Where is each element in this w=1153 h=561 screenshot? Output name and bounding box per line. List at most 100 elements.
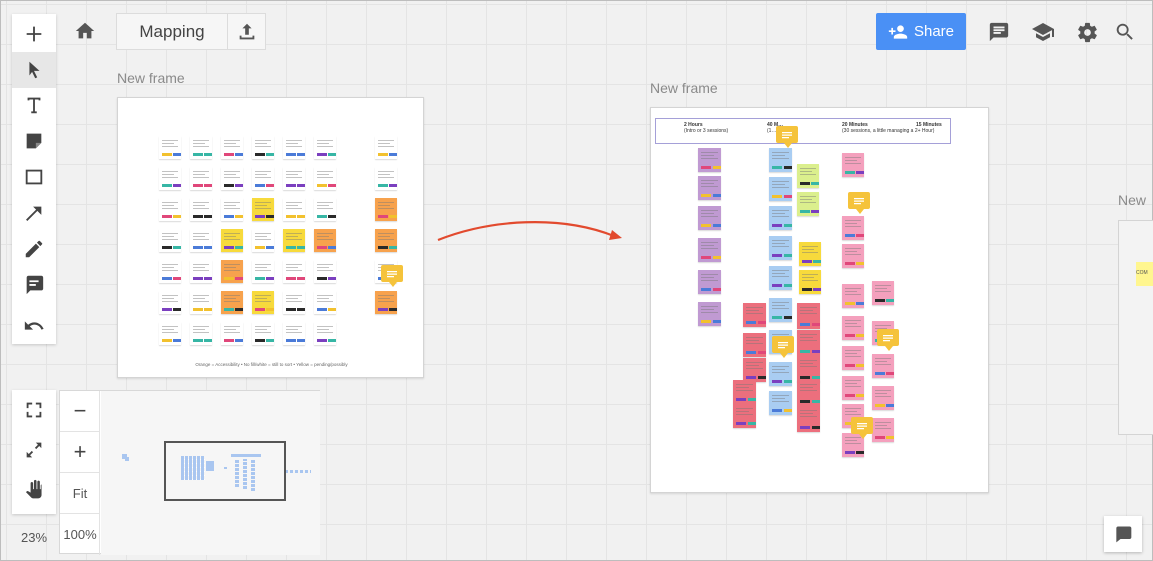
pan-tool[interactable] [12,470,56,510]
sticky-note[interactable] [314,198,336,221]
sticky-note[interactable] [283,291,305,314]
sticky-note[interactable] [842,433,864,457]
sticky-note[interactable] [314,260,336,283]
sticky-note[interactable] [221,291,243,314]
sticky-note[interactable] [221,136,243,159]
sticky-note[interactable] [797,164,819,188]
minimap-viewport[interactable] [164,441,286,501]
zoom-out-button[interactable]: − [60,391,100,432]
sticky-note[interactable] [797,356,820,382]
comment-badge[interactable] [877,329,899,351]
settings-button[interactable] [1074,19,1100,45]
sticky-note[interactable] [190,322,212,345]
minimap[interactable] [101,391,320,555]
search-button[interactable] [1112,19,1138,45]
sticky-note[interactable] [252,136,274,159]
pen-tool[interactable] [12,231,56,267]
export-button[interactable] [228,14,265,49]
sticky-note[interactable] [314,291,336,314]
sticky-note[interactable] [872,354,894,378]
sticky-note[interactable] [872,281,894,305]
sticky-note[interactable] [842,153,864,177]
comment-badge[interactable] [381,265,403,287]
sticky-note[interactable] [283,167,305,190]
frame-label[interactable]: New frame [117,70,185,86]
sticky-note[interactable] [252,229,274,252]
sticky-note-tool[interactable] [12,123,56,159]
sticky-note[interactable] [314,322,336,345]
sticky-note[interactable] [159,322,181,345]
sticky-note[interactable] [283,198,305,221]
sticky-note[interactable] [283,322,305,345]
zoom-fit-button[interactable]: Fit [60,473,100,514]
sticky-note[interactable] [252,322,274,345]
sticky-note[interactable] [190,136,212,159]
sticky-note[interactable] [698,238,721,262]
sticky-note[interactable] [698,176,721,200]
sticky-note[interactable] [252,291,274,314]
sticky-note[interactable] [698,270,721,294]
select-tool[interactable] [12,51,56,88]
sticky-note[interactable] [190,229,212,252]
sticky-note[interactable] [872,386,894,410]
sticky-note[interactable] [283,229,305,252]
comment-badge[interactable] [776,126,798,148]
frame-2[interactable]: 2 Hours (Intro or 3 sessions) 40 M… (1… 20… [650,107,989,493]
sticky-note[interactable] [375,291,397,314]
sticky-note[interactable] [733,404,756,428]
sticky-note[interactable] [698,148,721,172]
zoom-in-button[interactable]: + [60,432,100,473]
sticky-note[interactable] [314,167,336,190]
sticky-note[interactable] [797,303,820,329]
sticky-note[interactable] [743,358,766,382]
sticky-note[interactable] [769,177,792,201]
sticky-note[interactable] [314,229,336,252]
sticky-note[interactable] [190,167,212,190]
sticky-note[interactable] [769,236,792,260]
connector-arrow[interactable] [431,209,631,249]
sticky-note[interactable] [221,322,243,345]
sticky-note[interactable] [252,260,274,283]
share-button[interactable]: Share [876,13,966,50]
sticky-note[interactable] [797,380,820,406]
sticky-note[interactable] [190,291,212,314]
text-tool[interactable] [12,88,56,124]
sticky-note[interactable] [769,266,792,290]
chat-button[interactable] [1104,516,1142,552]
home-button[interactable] [71,17,99,45]
sticky-note[interactable] [221,198,243,221]
sticky-note[interactable] [842,216,864,240]
sticky-note[interactable] [698,302,721,326]
sticky-note[interactable] [799,270,821,294]
sticky-note[interactable] [797,192,819,216]
frame-3[interactable] [1118,220,1153,435]
sticky-note[interactable]: COM [1136,262,1153,286]
sticky-note[interactable] [159,291,181,314]
sticky-note[interactable] [842,376,864,400]
sticky-note[interactable] [842,284,864,308]
sticky-note[interactable] [375,229,397,252]
sticky-note[interactable] [159,260,181,283]
sticky-note[interactable] [159,167,181,190]
frame-label[interactable]: New frame [650,80,718,96]
sticky-note[interactable] [872,418,894,442]
sticky-note[interactable] [743,333,766,357]
comment-tool[interactable] [12,266,56,302]
board-title[interactable]: Mapping [117,14,228,49]
sticky-note[interactable] [842,244,864,268]
sticky-note[interactable] [190,198,212,221]
zoom-reset-button[interactable]: 100% [63,527,97,542]
sticky-note[interactable] [283,260,305,283]
sticky-note[interactable] [733,380,756,404]
sticky-note[interactable] [314,136,336,159]
sticky-note[interactable] [159,229,181,252]
sticky-note[interactable] [190,260,212,283]
sticky-note[interactable] [283,136,305,159]
sticky-note[interactable] [221,167,243,190]
comment-badge[interactable] [772,336,794,358]
sticky-note[interactable] [375,136,397,159]
frame-1[interactable]: Orange = Accessibility • No fill/white =… [117,97,424,378]
sticky-note[interactable] [221,229,243,252]
sticky-note[interactable] [842,346,864,370]
comment-badge[interactable] [848,192,870,214]
